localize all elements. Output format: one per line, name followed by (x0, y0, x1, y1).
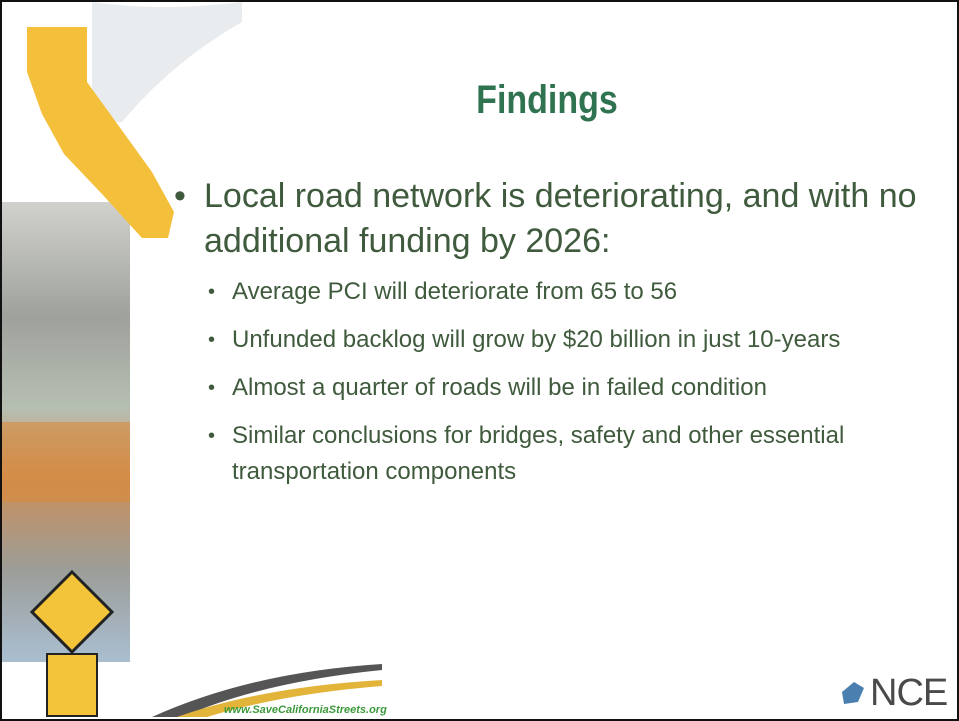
logo-icon (842, 682, 864, 704)
sub-bullet: Average PCI will deteriorate from 65 to … (204, 274, 912, 310)
footer-url: www.SaveCaliforniaStreets.org (224, 704, 387, 716)
sub-bullet: Unfunded backlog will grow by $20 billio… (204, 322, 912, 358)
footer-road-line (177, 680, 382, 717)
bullet: Local road network is deteriorating, and… (174, 174, 934, 264)
footer-road (152, 664, 382, 717)
slide-title: Findings (476, 78, 618, 122)
california-shape (27, 27, 174, 238)
share-sign (46, 653, 98, 717)
sub-bullet: Almost a quarter of roads will be in fai… (204, 370, 912, 406)
bike-sign (29, 569, 115, 655)
sub-bullet: Similar conclusions for bridges, safety … (204, 418, 912, 490)
road-swoosh (92, 2, 242, 122)
logo: NCE (870, 672, 948, 714)
sub-bullet-list: Average PCI will deteriorate from 65 to … (174, 274, 934, 490)
bullet-list: Local road network is deteriorating, and… (174, 174, 934, 502)
photo-cones (2, 422, 130, 502)
